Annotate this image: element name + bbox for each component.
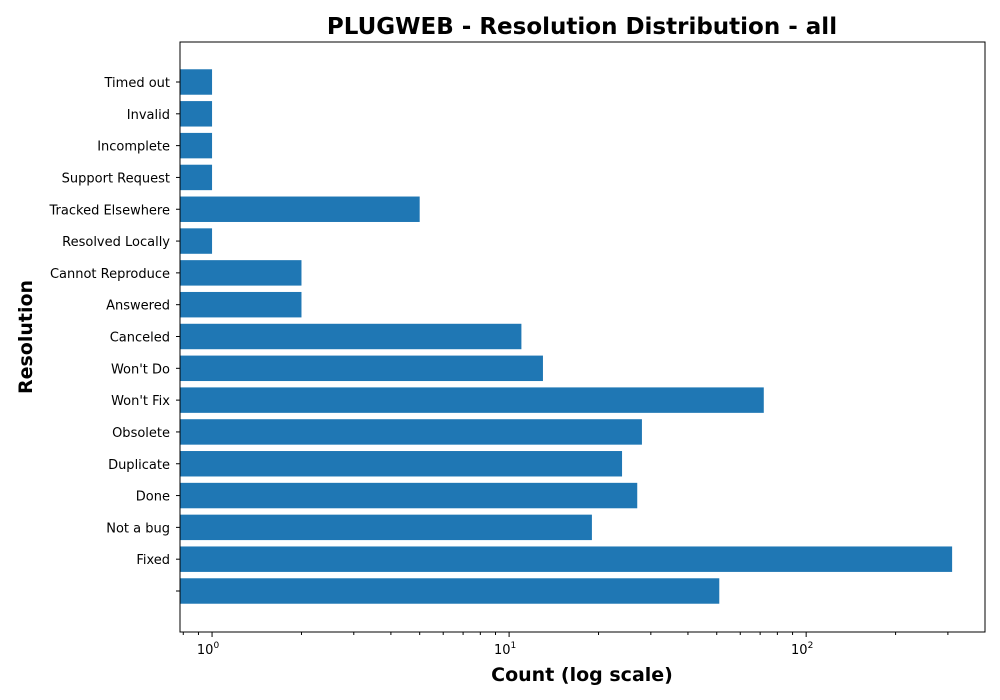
bar-4	[180, 451, 623, 477]
y-tick-label: Answered	[106, 299, 170, 314]
bars-group	[180, 69, 953, 604]
bar-10	[180, 260, 302, 286]
x-axis-label: Count (log scale)	[491, 664, 673, 686]
bar-5	[180, 419, 642, 445]
y-tick-label: Won't Do	[111, 362, 170, 377]
y-tick-label: Not a bug	[106, 521, 170, 536]
x-axis-ticks: 100 101 102	[182, 632, 949, 658]
y-tick-label: Canceled	[110, 331, 170, 346]
bar-7	[180, 355, 543, 382]
y-tick-label: Support Request	[62, 171, 170, 186]
bar-0	[180, 578, 720, 604]
x-tick-label: 101	[494, 641, 516, 658]
y-tick-label: Obsolete	[112, 426, 170, 441]
bar-12	[180, 196, 420, 222]
plot-frame	[179, 41, 986, 633]
y-tick-label: Fixed	[136, 553, 170, 568]
bar-9	[180, 291, 302, 318]
y-tick-label: Done	[136, 490, 170, 505]
y-axis-ticks: Fixed Not a bug Done Duplicate Obsolete Won't…	[49, 76, 180, 592]
x-tick-label: 100	[197, 641, 220, 658]
chart-title: PLUGWEB - Resolution Distribution - all	[327, 14, 837, 40]
bar-1	[180, 546, 953, 572]
bar-2	[180, 514, 592, 541]
y-tick-label: Invalid	[127, 108, 170, 123]
bar-16	[180, 69, 213, 95]
y-tick-label: Duplicate	[108, 458, 170, 473]
y-axis-label: Resolution	[15, 280, 37, 394]
bar-13	[180, 164, 213, 191]
y-tick-label: Timed out	[104, 76, 171, 91]
y-tick-label: Resolved Locally	[62, 235, 170, 250]
y-tick-label: Tracked Elsewhere	[49, 203, 170, 218]
bar-3	[180, 482, 638, 509]
bar-6	[180, 387, 764, 413]
x-tick-label: 102	[791, 641, 813, 658]
bar-14	[180, 132, 213, 159]
bar-15	[180, 101, 213, 127]
bar-8	[180, 323, 522, 350]
y-tick-label: Won't Fix	[111, 394, 170, 409]
y-tick-label: Incomplete	[97, 140, 170, 155]
bar-11	[180, 228, 213, 254]
y-tick-label: Cannot Reproduce	[50, 267, 170, 282]
